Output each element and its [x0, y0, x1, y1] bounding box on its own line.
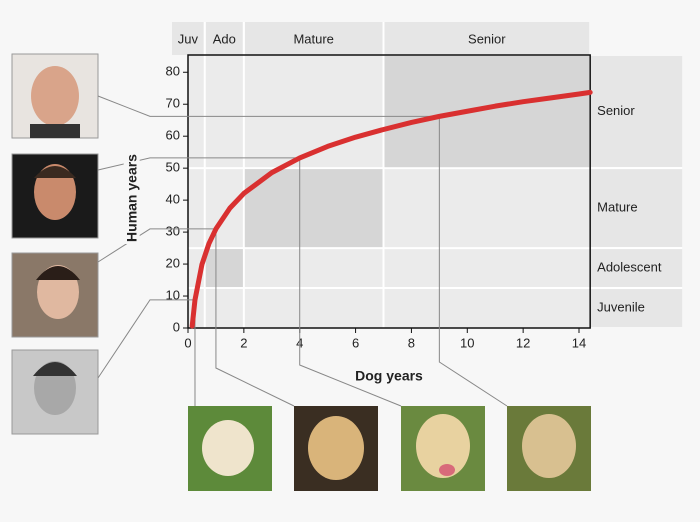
y-tick-label: 80: [166, 64, 180, 79]
human-stage-band: [590, 249, 683, 288]
person-photo: [11, 349, 99, 435]
x-tick-label: 8: [408, 335, 415, 350]
dog-photo: [188, 406, 272, 491]
person-photo: [11, 153, 99, 239]
y-tick-label: 40: [166, 192, 180, 207]
y-axis-label-bg: [123, 151, 140, 244]
connector: [97, 299, 196, 407]
stage-box: [205, 249, 243, 288]
dog-photo: [507, 406, 591, 491]
person-photo: [11, 53, 99, 139]
dog-stage-label: Juv: [178, 31, 199, 46]
y-tick-label: 0: [173, 319, 180, 334]
human-stage-band: [590, 289, 683, 327]
plot-frame: [187, 54, 591, 329]
x-tick-label: 2: [240, 335, 247, 350]
human-stage-label: Mature: [597, 200, 637, 215]
x-tick-label: 14: [572, 335, 586, 350]
y-tick-label: 50: [166, 160, 180, 175]
stage-box: [244, 169, 383, 248]
dog-stage-band: [244, 22, 383, 55]
x-tick-label: 10: [460, 335, 474, 350]
y-tick-label: 20: [166, 256, 180, 271]
dog-stage-label: Senior: [468, 31, 506, 46]
dog-photo: [294, 406, 378, 491]
stage-box: [384, 56, 590, 168]
human-stage-label: Juvenile: [597, 299, 645, 314]
human-stage-band: [590, 56, 683, 168]
human-stage-label: Senior: [597, 103, 635, 118]
dog-stage-label: Ado: [213, 31, 236, 46]
y-tick-label: 70: [166, 96, 180, 111]
y-tick-label: 60: [166, 128, 180, 143]
human-stage-band: [590, 169, 683, 248]
x-tick-label: 12: [516, 335, 530, 350]
x-axis-label: Dog years: [355, 368, 423, 384]
y-tick-label: 10: [166, 287, 180, 302]
dog-stage-band: [172, 22, 204, 55]
person-photo: [11, 252, 99, 338]
curve: [189, 89, 593, 329]
dog-photo: [401, 406, 485, 491]
photos: [11, 53, 591, 491]
y-axis-label: Human years: [124, 154, 140, 242]
y-tick-label: 30: [166, 224, 180, 239]
x-tick-label: 6: [352, 335, 359, 350]
x-tick-label: 0: [184, 335, 191, 350]
dog-stage-band: [384, 22, 590, 55]
dog-stage-band: [205, 22, 243, 55]
dog-stage-label: Mature: [293, 31, 333, 46]
human-stage-label: Adolescent: [597, 259, 662, 274]
